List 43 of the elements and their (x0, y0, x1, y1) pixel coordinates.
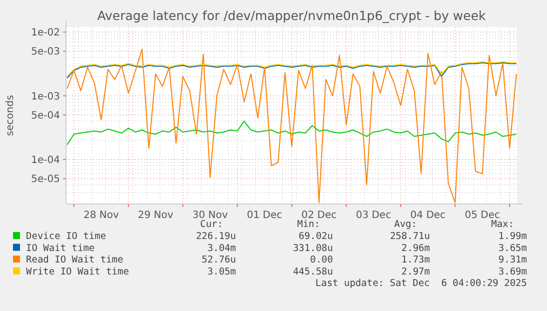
y-tick-label: 5e-05 (31, 174, 60, 186)
legend-label: Write IO Wait time (26, 266, 130, 278)
text: 69.02u (298, 231, 333, 242)
chart-title: Average latency for /dev/mapper/nvme0n1p6_crypt - by week (97, 8, 487, 23)
text: 3.69m (498, 266, 528, 278)
x-tick-label: 30 Nov (192, 210, 228, 221)
text: 3.04m (207, 242, 236, 254)
legend-label: Device IO time (26, 231, 106, 242)
y-tick-label: 1e-03 (31, 91, 60, 102)
x-tick-label: 29 Nov (138, 210, 174, 221)
y-tick-label: 5e-03 (31, 46, 60, 58)
text: Min: (297, 219, 320, 230)
text: Avg: (394, 219, 417, 230)
text: 9.31m (498, 254, 528, 266)
text: 445.58u (292, 266, 333, 278)
x-tick-label: 02 Dec (301, 210, 337, 221)
x-tick-label: 03 Dec (356, 210, 392, 221)
text: 52.76u (202, 254, 236, 266)
y-axis-title: seconds (5, 95, 16, 136)
text: 331.08u (292, 242, 333, 254)
text: 226.19u (196, 231, 236, 242)
text: Max: (491, 219, 514, 230)
legend-label: Read IO Wait time (26, 254, 124, 266)
text: Last update: Sat Dec 6 04:00:29 2025 (315, 278, 527, 290)
text: 258.71u (390, 231, 430, 242)
x-tick-label: 04 Dec (410, 210, 446, 221)
x-tick-label: 01 Dec (246, 210, 282, 221)
x-tick-label: 05 Dec (464, 210, 500, 221)
line-series (66, 120, 517, 146)
text: 1.99m (498, 231, 528, 242)
text: 3.65m (498, 242, 528, 254)
y-tick-label: 1e-04 (31, 154, 60, 166)
text: 3.05m (207, 266, 236, 278)
legend-label: IO Wait time (26, 242, 95, 254)
text: 2.96m (401, 242, 430, 254)
y-tick-label: 5e-04 (31, 110, 60, 122)
x-tick-label: 28 Nov (83, 210, 119, 221)
line-series (66, 48, 517, 204)
y-tick-label: 1e-02 (31, 28, 60, 39)
text: 2.97m (401, 266, 430, 278)
text: 1.73m (401, 254, 430, 266)
text: Cur: (200, 219, 223, 230)
text: 0.00 (310, 254, 334, 266)
